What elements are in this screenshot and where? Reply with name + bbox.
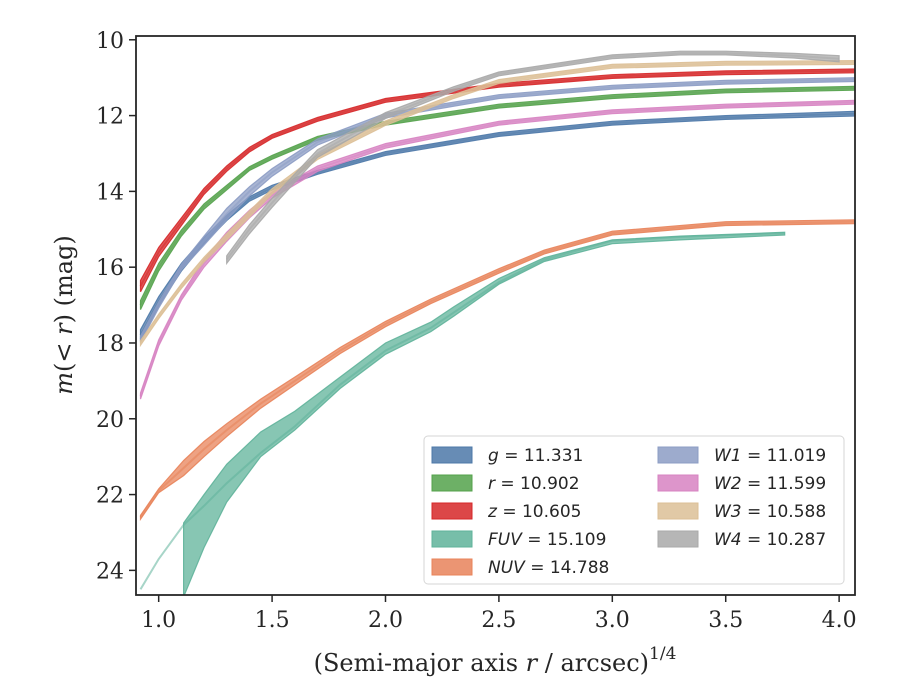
- y-tick-label: 12: [96, 105, 124, 130]
- series-w4: [225, 50, 840, 266]
- series-w1: [139, 77, 855, 343]
- series-band: [139, 59, 855, 348]
- legend-entry-nuv: NUV = 14.788: [431, 558, 609, 578]
- legend-entry-r: r = 10.902: [431, 474, 580, 494]
- legend: g = 11.331 r = 10.902 z = 10.605 FUV = 15.1…: [423, 435, 845, 585]
- legend-swatch: [431, 530, 473, 548]
- x-axis: 1.0 1.5 2.0 2.5 3.0 3.5 4.0: [141, 595, 857, 633]
- series-line: [139, 69, 855, 287]
- x-tick-label: 4.0: [822, 608, 857, 633]
- legend-swatch: [657, 446, 699, 464]
- legend-swatch: [431, 502, 473, 520]
- series-band: [139, 68, 855, 293]
- y-tick-label: 14: [96, 180, 124, 205]
- series-band: [139, 85, 855, 310]
- legend-swatch: [657, 502, 699, 520]
- y-tick-label: 22: [96, 484, 124, 509]
- series-line: [139, 78, 855, 340]
- series-w2: [139, 99, 855, 400]
- legend-label: z = 10.605: [487, 502, 581, 522]
- legend-label: FUV = 15.109: [488, 530, 606, 550]
- series-line: [139, 232, 785, 590]
- legend-swatch: [431, 446, 473, 464]
- series-line: [139, 101, 855, 397]
- series-band: [139, 219, 855, 522]
- x-axis-label: (Semi-major axis r / arcsec)1/4: [314, 644, 677, 677]
- legend-swatch: [657, 474, 699, 492]
- y-axis: 10 12 14 16 18 20 22 24: [96, 29, 136, 584]
- x-tick-label: 1.5: [255, 608, 290, 633]
- legend-box: [423, 435, 845, 585]
- series-fuv: [139, 231, 786, 595]
- series-layer: [139, 50, 855, 595]
- legend-entry-w1: W1 = 11.019: [657, 446, 826, 466]
- legend-entry-g: g = 11.331: [431, 446, 583, 466]
- series-r: [139, 85, 855, 310]
- legend-label: NUV = 14.788: [488, 558, 609, 578]
- y-tick-label: 18: [96, 332, 124, 357]
- series-band: [139, 99, 855, 400]
- legend-entry-w4: W4 = 10.287: [657, 530, 826, 550]
- x-tick-label: 1.0: [141, 608, 176, 633]
- legend-label: W1 = 11.019: [714, 446, 826, 466]
- series-line: [139, 87, 855, 306]
- legend-swatch: [431, 558, 473, 576]
- series-line: [225, 52, 840, 261]
- legend-label: W3 = 10.588: [714, 502, 826, 522]
- series-nuv: [139, 219, 855, 522]
- legend-label: r = 10.902: [488, 474, 580, 494]
- x-tick-label: 2.0: [368, 608, 403, 633]
- x-tick-label: 3.0: [595, 608, 630, 633]
- plot-frame: [135, 35, 856, 596]
- y-tick-label: 16: [96, 256, 124, 281]
- y-tick-label: 20: [96, 408, 124, 433]
- series-band: [226, 50, 840, 266]
- series-z: [139, 68, 855, 293]
- legend-label: W2 = 11.599: [714, 474, 826, 494]
- legend-label: W4 = 10.287: [714, 530, 826, 550]
- legend-swatch: [657, 530, 699, 548]
- legend-entry-fuv: FUV = 15.109: [431, 530, 606, 550]
- x-tick-label: 3.5: [708, 608, 743, 633]
- y-axis-label: m(< r) (mag): [50, 235, 78, 395]
- legend-label: g = 11.331: [488, 446, 583, 466]
- legend-entry-z: z = 10.605: [431, 502, 581, 522]
- y-tick-label: 10: [96, 29, 124, 54]
- legend-swatch: [431, 474, 473, 492]
- series-line: [139, 220, 855, 518]
- legend-entry-w2: W2 = 11.599: [657, 474, 826, 494]
- x-tick-label: 2.5: [481, 608, 516, 633]
- y-tick-label: 24: [96, 559, 124, 584]
- series-band: [139, 77, 855, 343]
- legend-entry-w3: W3 = 10.588: [657, 502, 826, 522]
- series-band: [183, 231, 786, 595]
